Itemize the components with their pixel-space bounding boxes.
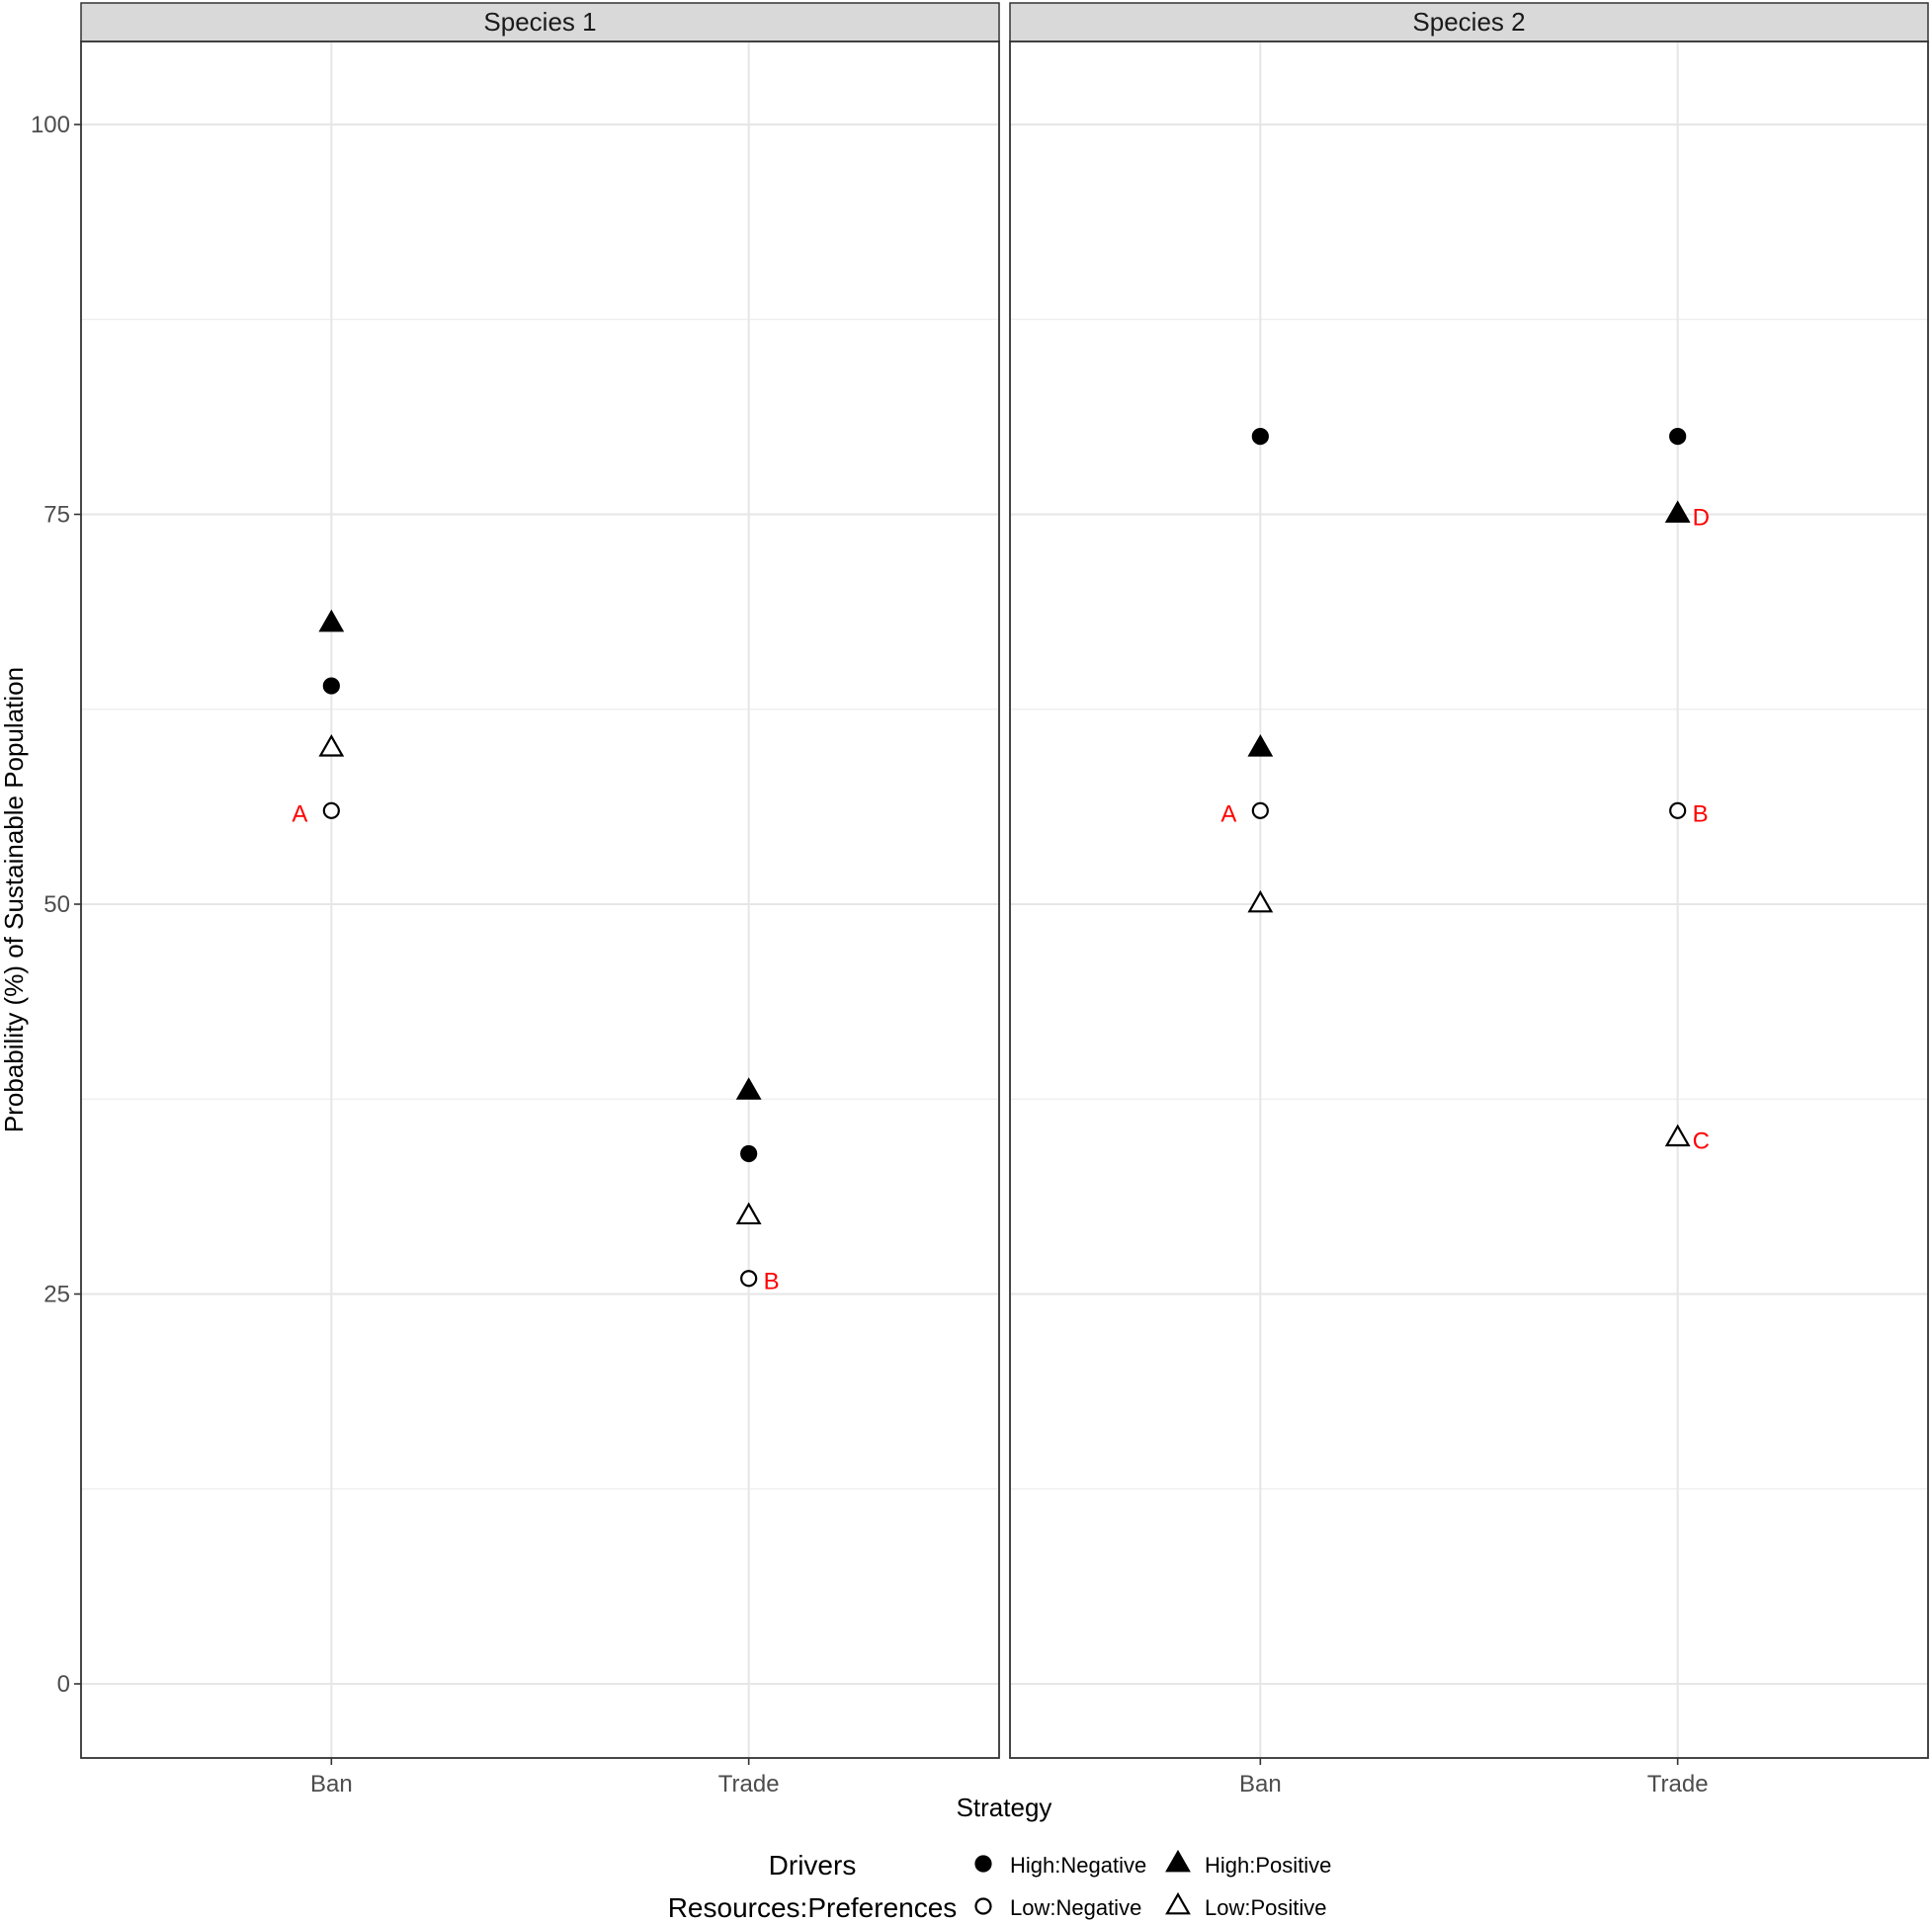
x-axis-title: Strategy [957, 1793, 1052, 1822]
legend-label-lp: Low:Positive [1205, 1895, 1327, 1920]
y-axis-title: Probability (%) of Sustainable Populatio… [0, 667, 29, 1132]
x-tick-label: Ban [1239, 1771, 1282, 1798]
data-point-lp [1247, 889, 1274, 913]
x-tick-label: Trade [1647, 1771, 1709, 1798]
data-point-hn [322, 677, 340, 695]
data-point-hn [740, 1144, 758, 1163]
data-point-hp [318, 609, 345, 632]
data-point-lp [735, 1202, 762, 1225]
data-point-lp [318, 734, 345, 757]
panel-border [1009, 41, 1929, 1759]
panel-2: Species 2 Ban Trade A D B C [1009, 2, 1929, 1798]
annotation-label: C [1693, 1129, 1710, 1155]
panel-border [80, 41, 1000, 1759]
legend-label-ln: Low:Negative [1010, 1895, 1141, 1920]
annotation-label: B [764, 1269, 780, 1296]
data-point-hp [1247, 734, 1274, 757]
annotation-label: D [1693, 505, 1710, 532]
data-point-hp [735, 1077, 762, 1100]
legend-key-hp [1165, 1849, 1191, 1873]
data-point-ln [1251, 801, 1269, 819]
annotation-label: A [1220, 800, 1236, 827]
legend-key-ln [974, 1897, 992, 1915]
y-tick-label: 75 [43, 502, 70, 529]
panel-strip [1009, 2, 1929, 42]
y-tick-label: 100 [31, 112, 70, 138]
legend-label-hp: High:Positive [1205, 1853, 1331, 1878]
legend-key-hn [974, 1855, 992, 1873]
x-tick-label: Ban [310, 1771, 353, 1798]
legend: Drivers Resources:Preferences High:Negativ… [668, 1849, 1331, 1923]
legend-title-resources: Resources:Preferences [668, 1892, 958, 1923]
panel-title: Species 2 [1412, 7, 1525, 37]
y-tick-label: 25 [43, 1282, 70, 1308]
y-tick-label: 0 [57, 1671, 70, 1698]
data-point-ln [322, 801, 340, 819]
data-point-ln [740, 1270, 758, 1288]
panel-1: Species 1 Ban Trade A B [80, 2, 1000, 1798]
legend-title-drivers: Drivers [769, 1850, 857, 1881]
panel-title: Species 1 [483, 7, 596, 37]
data-point-hp [1664, 500, 1691, 523]
panel-background [81, 42, 999, 1758]
data-point-lp [1664, 1124, 1691, 1147]
panel-background [1010, 42, 1928, 1758]
data-point-hn [1669, 428, 1687, 446]
annotation-label: A [292, 800, 307, 827]
data-point-hn [1251, 428, 1269, 446]
x-tick-label: Trade [718, 1771, 780, 1798]
legend-key-lp [1165, 1891, 1191, 1915]
panel-strip [80, 2, 1000, 42]
annotation-label: B [1693, 800, 1709, 827]
legend-label-hn: High:Negative [1010, 1853, 1146, 1878]
data-point-ln [1669, 801, 1687, 819]
y-tick-label: 50 [43, 891, 70, 918]
